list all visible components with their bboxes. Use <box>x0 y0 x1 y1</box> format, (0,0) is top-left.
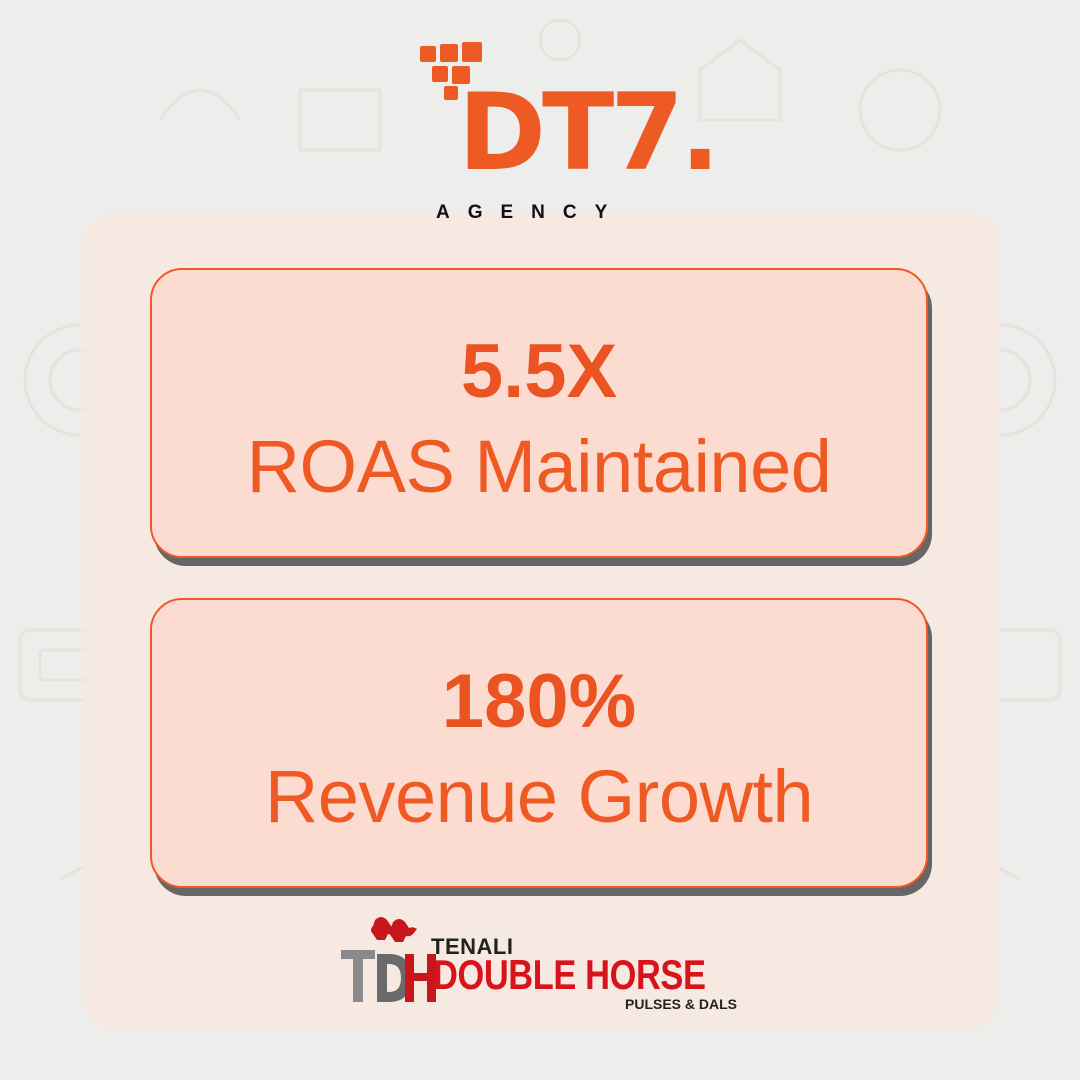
agency-logo: DT7. AGENCY <box>418 40 720 223</box>
client-logo-tagline: PULSES & DALS <box>625 996 738 1012</box>
stat-label: Revenue Growth <box>264 755 814 838</box>
client-logo: TENALI DOUBLE HORSE PULSES & DALS <box>337 912 757 1022</box>
pixel-squares-icon <box>420 42 482 100</box>
stat-value: 5.5X <box>460 329 618 414</box>
client-logo-pretitle: TENALI <box>431 934 514 959</box>
stat-label: ROAS Maintained <box>246 425 832 508</box>
client-logo-brand: DOUBLE HORSE <box>433 951 706 998</box>
agency-logo-mark: DT7. <box>458 71 720 194</box>
stat-value: 180% <box>441 659 637 744</box>
agency-logo-subtitle: AGENCY <box>436 202 626 223</box>
stat-card-roas: 5.5X ROAS Maintained <box>150 268 928 558</box>
stat-card-revenue: 180% Revenue Growth <box>150 598 928 888</box>
double-horse-icon <box>341 917 436 1002</box>
